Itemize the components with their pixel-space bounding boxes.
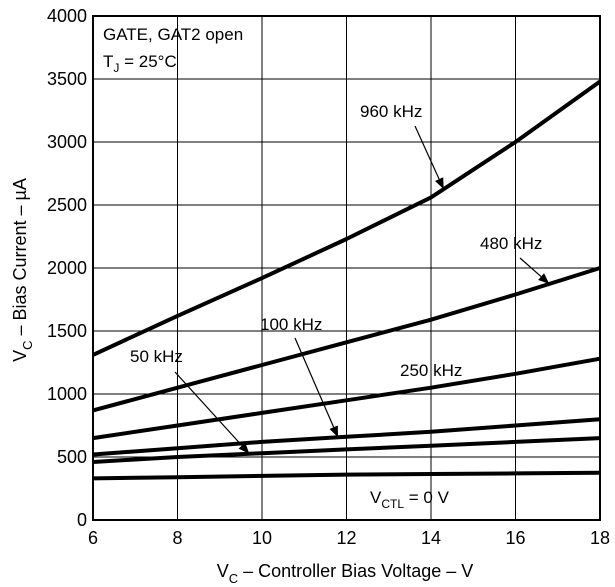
grid xyxy=(92,15,601,521)
x-tick-label: 6 xyxy=(88,528,98,548)
x-tick-label: 14 xyxy=(421,528,441,548)
leader-100-khz xyxy=(294,337,335,428)
x-tick-label: 12 xyxy=(336,528,356,548)
series-line-50-khz xyxy=(92,436,601,464)
y-tick-label: 0 xyxy=(77,510,87,530)
arrowhead-100-khz xyxy=(329,425,339,438)
annotation-100-khz: 100 kHz xyxy=(260,315,322,334)
y-tick-label: 2000 xyxy=(47,258,87,278)
leader-480-khz xyxy=(519,257,542,278)
y-tick-label: 4000 xyxy=(47,6,87,26)
annotation-960-khz: 960 kHz xyxy=(360,102,422,121)
leader-50-khz xyxy=(174,371,243,447)
y-tick-labels: 0 500 1000 1500 2000 2500 3000 3500 4000 xyxy=(47,6,87,530)
annotation-480-khz: 480 kHz xyxy=(480,234,542,253)
condition-temperature-label: TJ = 25°C xyxy=(103,52,177,75)
y-tick-label: 1000 xyxy=(47,384,87,404)
vctl-series-label: VCTL = 0 V xyxy=(370,488,450,511)
x-axis-title: VC – Controller Bias Voltage – V xyxy=(217,561,474,586)
series-line-960-khz xyxy=(92,79,602,357)
series-line-250-khz xyxy=(92,356,601,441)
arrowhead-960-khz xyxy=(435,177,444,190)
arrowhead-50-khz xyxy=(238,442,250,454)
annotation-250-khz: 250 kHz xyxy=(400,361,462,380)
leader-960-khz xyxy=(414,125,440,180)
series-line-480-khz xyxy=(92,266,601,413)
x-tick-label: 16 xyxy=(505,528,525,548)
annotation-50-khz: 50 kHz xyxy=(130,347,183,366)
y-tick-label: 500 xyxy=(57,447,87,467)
series-line-v-ctl-0-v xyxy=(92,470,601,481)
y-tick-label: 1500 xyxy=(47,321,87,341)
condition-gate-label: GATE, GAT2 open xyxy=(103,25,243,44)
series-annotations: 960 kHz 480 kHz 250 kHz 100 kHz 50 kHz xyxy=(130,102,550,454)
plot-frame xyxy=(92,15,601,521)
y-tick-label: 2500 xyxy=(47,195,87,215)
y-tick-label: 3500 xyxy=(47,69,87,89)
y-tick-label: 3000 xyxy=(47,132,87,152)
x-tick-label: 10 xyxy=(252,528,272,548)
x-tick-label: 18 xyxy=(590,528,610,548)
series-group xyxy=(92,79,602,481)
x-tick-label: 8 xyxy=(172,528,182,548)
x-tick-labels: 6 8 10 12 14 16 18 xyxy=(88,528,610,548)
arrowhead-480-khz xyxy=(538,273,550,284)
series-line-100-khz xyxy=(92,417,601,457)
y-axis-title: VC – Bias Current – µA xyxy=(10,178,35,362)
